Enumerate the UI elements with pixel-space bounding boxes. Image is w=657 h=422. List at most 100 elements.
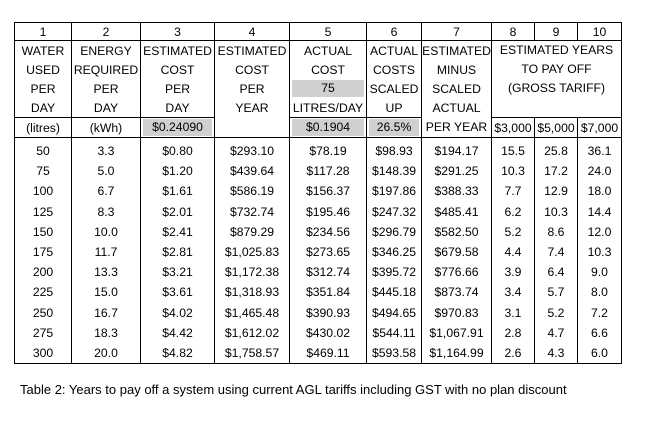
header-cell: UP	[366, 98, 422, 118]
table-cell: 6.0	[577, 342, 622, 365]
table-row: 250 16.7 $4.02 $1,465.48 $390.93 $494.65 $970.…	[14, 302, 622, 323]
table-row: 200 13.3 $3.21 $1,172.38 $312.74 $395.72 $776.…	[14, 262, 622, 283]
highlight-value: $0.24090	[143, 119, 212, 136]
column-number: 3	[140, 22, 215, 41]
table-cell: 15.5	[491, 137, 535, 162]
payoff-table: 1 2 3 4 5 6 7 8 9 10 WATER ENERGY ESTIMA…	[14, 22, 622, 365]
table-cell: $1,612.02	[214, 322, 290, 343]
table-row: 275 18.3 $4.42 $1,612.02 $430.02 $544.11 $1,06…	[14, 322, 622, 343]
table-cell: $3.61	[140, 282, 215, 303]
table-cell: 150	[14, 221, 72, 242]
table-cell: 25.8	[534, 137, 578, 162]
unit-cell-highlighted: 26.5%	[366, 117, 422, 138]
table-cell: $197.86	[366, 181, 422, 202]
header-row: WATER ENERGY ESTIMATED ESTIMATED ACTUAL …	[14, 40, 622, 118]
unit-cell: $3,000	[491, 117, 535, 138]
table-cell: $2.81	[140, 241, 215, 263]
table-cell: $586.19	[214, 181, 290, 202]
table-cell: $78.19	[289, 137, 367, 162]
table-row: 225 15.0 $3.61 $1,318.93 $351.84 $445.18 $873.…	[14, 282, 622, 303]
table-cell: 13.3	[71, 262, 141, 283]
table-cell: 9.0	[577, 262, 622, 283]
table-cell: $776.66	[421, 262, 492, 283]
header-cell: ACTUAL	[366, 40, 422, 60]
table-row: 175 11.7 $2.81 $1,025.83 $273.65 $346.25 $679.…	[14, 241, 622, 263]
table-cell: $1,172.38	[214, 262, 290, 283]
table-cell: 10.3	[577, 241, 622, 263]
table-cell: $1,067.91	[421, 322, 492, 343]
header-line: ESTIMATED YEARS	[499, 43, 614, 57]
table-cell: 175	[14, 241, 72, 263]
table-cell: $4.02	[140, 302, 215, 323]
header-cell: YEAR	[214, 98, 290, 118]
table-caption: Table 2: Years to pay off a system using…	[20, 382, 567, 397]
header-cell: ESTIMATED	[214, 40, 290, 60]
column-number: 4	[214, 22, 290, 41]
table-cell: $732.74	[214, 201, 290, 222]
header-cell: PER	[14, 79, 72, 98]
table-cell: 10.3	[534, 201, 578, 222]
column-number: 1	[14, 22, 72, 41]
table-cell: 250	[14, 302, 72, 323]
table-cell: 4.7	[534, 322, 578, 343]
column-number: 2	[71, 22, 141, 41]
table-cell: 8.3	[71, 201, 141, 222]
highlight-value: 26.5%	[369, 119, 419, 136]
unit-cell: PER YEAR	[421, 117, 492, 138]
column-number: 9	[534, 22, 578, 41]
table-cell: $1,758.57	[214, 342, 290, 365]
table-cell: 10.3	[491, 161, 535, 182]
header-row: DAY DAY DAY YEAR LITRES/DAY UP ACTUAL	[14, 98, 622, 118]
table-cell: 300	[14, 342, 72, 365]
table-cell: $346.25	[366, 241, 422, 263]
header-cell: COST	[140, 60, 215, 79]
table-row: 75 5.0 $1.20 $439.64 $117.28 $148.39 $291.25 10…	[14, 161, 622, 182]
header-line: (GROSS TARIFF)	[507, 81, 606, 95]
table-cell: 7.4	[534, 241, 578, 263]
table-cell: $395.72	[366, 262, 422, 283]
header-cell: SCALED	[366, 79, 422, 98]
table-cell: 3.1	[491, 302, 535, 323]
header-row: PER PER PER PER 75 SCALED SCALED	[14, 79, 622, 98]
table-cell: 12.9	[534, 181, 578, 202]
table-cell: 200	[14, 262, 72, 283]
payoff-group-header: ESTIMATED YEARS TO PAY OFF (GROSS TARIFF)	[491, 40, 622, 118]
header-cell: PER	[214, 79, 290, 98]
table-cell: $494.65	[366, 302, 422, 323]
table-row: 50 3.3 $0.80 $293.10 $78.19 $98.93 $194.17 15.5…	[14, 137, 622, 162]
table-cell: $469.11	[289, 342, 367, 365]
header-cell: WATER	[14, 40, 72, 60]
table-cell: $4.82	[140, 342, 215, 365]
table-cell: $544.11	[366, 322, 422, 343]
table-cell: $485.41	[421, 201, 492, 222]
header-cell: LITRES/DAY	[289, 98, 367, 118]
header-cell: COST	[214, 60, 290, 79]
table-cell: 15.0	[71, 282, 141, 303]
table-cell: 11.7	[71, 241, 141, 263]
column-number: 7	[421, 22, 492, 41]
table-cell: $312.74	[289, 262, 367, 283]
table-cell: 36.1	[577, 137, 622, 162]
header-cell: USED	[14, 60, 72, 79]
highlight-value: 75	[292, 80, 364, 97]
table-cell: 3.9	[491, 262, 535, 283]
header-cell: ESTIMATED	[421, 40, 492, 60]
column-number-row: 1 2 3 4 5 6 7 8 9 10	[14, 22, 622, 41]
table-cell: 10.0	[71, 221, 141, 242]
table-cell: 225	[14, 282, 72, 303]
table-row: 125 8.3 $2.01 $732.74 $195.46 $247.32 $485.41 6…	[14, 201, 622, 222]
table-cell: 75	[14, 161, 72, 182]
table-cell: $117.28	[289, 161, 367, 182]
table-cell: $439.64	[214, 161, 290, 182]
table-cell: 7.2	[577, 302, 622, 323]
table-row: 100 6.7 $1.61 $586.19 $156.37 $197.86 $388.33 7…	[14, 181, 622, 202]
header-cell: COST	[289, 60, 367, 79]
table-cell: $2.01	[140, 201, 215, 222]
header-cell-highlighted: 75	[289, 79, 367, 98]
table-cell: $582.50	[421, 221, 492, 242]
table-cell: 5.2	[491, 221, 535, 242]
table-cell: $296.79	[366, 221, 422, 242]
table-cell: $194.17	[421, 137, 492, 162]
unit-cell: $5,000	[534, 117, 578, 138]
header-cell: ACTUAL	[289, 40, 367, 60]
